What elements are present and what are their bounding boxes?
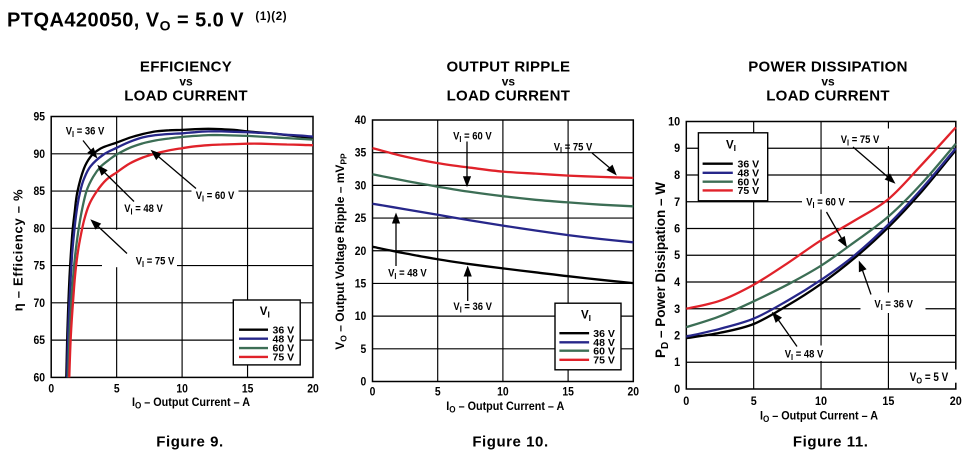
svg-text:48 V: 48 V bbox=[593, 337, 615, 349]
svg-text:5: 5 bbox=[361, 343, 367, 356]
svg-text:20: 20 bbox=[628, 386, 640, 399]
svg-text:10: 10 bbox=[176, 383, 188, 396]
svg-text:75 V: 75 V bbox=[273, 352, 295, 364]
svg-text:10: 10 bbox=[668, 116, 680, 129]
svg-text:15: 15 bbox=[355, 278, 367, 291]
svg-text:VI = 60 V: VI = 60 V bbox=[453, 131, 492, 144]
svg-text:η – Efficiency – %: η – Efficiency – % bbox=[11, 189, 26, 311]
svg-text:65: 65 bbox=[33, 335, 45, 348]
svg-text:10: 10 bbox=[815, 395, 827, 408]
svg-text:7: 7 bbox=[674, 196, 680, 209]
svg-text:60 V: 60 V bbox=[738, 176, 760, 188]
svg-text:48 V: 48 V bbox=[273, 333, 295, 345]
svg-text:4: 4 bbox=[674, 277, 681, 290]
svg-text:VI: VI bbox=[581, 310, 591, 324]
svg-text:OUTPUT RIPPLE: OUTPUT RIPPLE bbox=[446, 59, 570, 76]
svg-text:20: 20 bbox=[307, 383, 319, 396]
svg-text:5: 5 bbox=[674, 250, 681, 263]
svg-text:VI = 36 V: VI = 36 V bbox=[453, 301, 492, 314]
svg-text:40: 40 bbox=[355, 115, 367, 128]
svg-text:LOAD CURRENT: LOAD CURRENT bbox=[766, 88, 890, 105]
svg-text:95: 95 bbox=[33, 111, 45, 124]
svg-text:20: 20 bbox=[355, 245, 367, 258]
svg-text:IO – Output Current – A: IO – Output Current – A bbox=[760, 410, 878, 424]
svg-text:0: 0 bbox=[674, 384, 680, 397]
svg-text:VI = 75 V: VI = 75 V bbox=[136, 256, 175, 269]
svg-text:VI = 36 V: VI = 36 V bbox=[66, 126, 105, 139]
svg-text:VI = 75 V: VI = 75 V bbox=[554, 142, 593, 155]
svg-text:35: 35 bbox=[355, 147, 367, 160]
svg-text:VI = 75 V: VI = 75 V bbox=[841, 134, 880, 147]
svg-text:vs: vs bbox=[821, 75, 835, 89]
svg-text:Figure 11.: Figure 11. bbox=[793, 434, 869, 451]
svg-text:1: 1 bbox=[674, 357, 681, 370]
svg-text:85: 85 bbox=[33, 186, 45, 199]
svg-text:6: 6 bbox=[674, 223, 680, 236]
svg-text:LOAD CURRENT: LOAD CURRENT bbox=[447, 88, 571, 105]
svg-text:Figure 9.: Figure 9. bbox=[156, 434, 223, 451]
svg-text:36 V: 36 V bbox=[273, 324, 295, 336]
svg-text:EFFICIENCY: EFFICIENCY bbox=[140, 59, 232, 76]
svg-text:5: 5 bbox=[435, 386, 441, 399]
svg-text:5: 5 bbox=[751, 395, 758, 408]
svg-text:VI = 48 V: VI = 48 V bbox=[388, 268, 427, 281]
svg-text:75: 75 bbox=[33, 260, 45, 273]
svg-text:VO – Output Voltage Ripple – m: VO – Output Voltage Ripple – mVPP bbox=[333, 153, 349, 350]
svg-text:10: 10 bbox=[355, 311, 367, 324]
svg-text:75 V: 75 V bbox=[738, 185, 760, 197]
svg-text:VI = 60 V: VI = 60 V bbox=[806, 197, 845, 210]
svg-text:2: 2 bbox=[674, 330, 680, 343]
svg-text:60 V: 60 V bbox=[593, 345, 615, 357]
svg-text:IO – Output Current – A: IO – Output Current – A bbox=[446, 401, 564, 415]
svg-text:PTQA420050, VO = 5.0 V (1)(2: PTQA420050, VO = 5.0 V (1)(2) bbox=[7, 10, 287, 34]
svg-text:vs: vs bbox=[502, 75, 516, 89]
svg-text:POWER DISSIPATION: POWER DISSIPATION bbox=[748, 59, 908, 76]
svg-text:VO = 5 V: VO = 5 V bbox=[910, 371, 949, 385]
svg-text:15: 15 bbox=[882, 395, 895, 408]
svg-text:9: 9 bbox=[674, 143, 680, 156]
svg-text:60 V: 60 V bbox=[273, 343, 295, 355]
svg-text:0: 0 bbox=[370, 386, 376, 399]
svg-text:PD – Power Dissipation – W: PD – Power Dissipation – W bbox=[653, 182, 671, 358]
svg-text:90: 90 bbox=[33, 148, 45, 161]
svg-text:25: 25 bbox=[355, 213, 367, 226]
svg-text:15: 15 bbox=[562, 386, 574, 399]
svg-text:Figure 10.: Figure 10. bbox=[472, 434, 548, 451]
svg-text:80: 80 bbox=[33, 223, 45, 236]
svg-text:5: 5 bbox=[114, 383, 120, 396]
svg-text:70: 70 bbox=[33, 297, 45, 310]
svg-text:VI = 36 V: VI = 36 V bbox=[874, 299, 913, 312]
svg-text:60: 60 bbox=[33, 372, 45, 385]
svg-text:VI = 48 V: VI = 48 V bbox=[124, 203, 163, 216]
svg-text:30: 30 bbox=[355, 180, 367, 193]
svg-text:IO – Output Current – A: IO – Output Current – A bbox=[132, 397, 250, 411]
svg-text:LOAD CURRENT: LOAD CURRENT bbox=[124, 88, 248, 105]
svg-text:0: 0 bbox=[48, 383, 54, 396]
svg-text:VI: VI bbox=[260, 306, 270, 320]
svg-text:36 V: 36 V bbox=[593, 328, 615, 340]
svg-text:VI: VI bbox=[726, 140, 736, 154]
svg-text:VI = 48 V: VI = 48 V bbox=[785, 349, 824, 362]
svg-text:0: 0 bbox=[361, 376, 367, 389]
svg-text:VI = 60 V: VI = 60 V bbox=[196, 190, 235, 203]
svg-text:20: 20 bbox=[950, 395, 962, 408]
svg-text:36 V: 36 V bbox=[738, 158, 760, 170]
svg-text:75 V: 75 V bbox=[593, 354, 615, 366]
svg-text:vs: vs bbox=[179, 75, 193, 89]
svg-text:48 V: 48 V bbox=[738, 167, 760, 179]
svg-text:3: 3 bbox=[674, 303, 680, 316]
svg-text:0: 0 bbox=[683, 395, 689, 408]
svg-text:15: 15 bbox=[242, 383, 254, 396]
svg-text:8: 8 bbox=[674, 170, 680, 183]
svg-text:10: 10 bbox=[497, 386, 509, 399]
